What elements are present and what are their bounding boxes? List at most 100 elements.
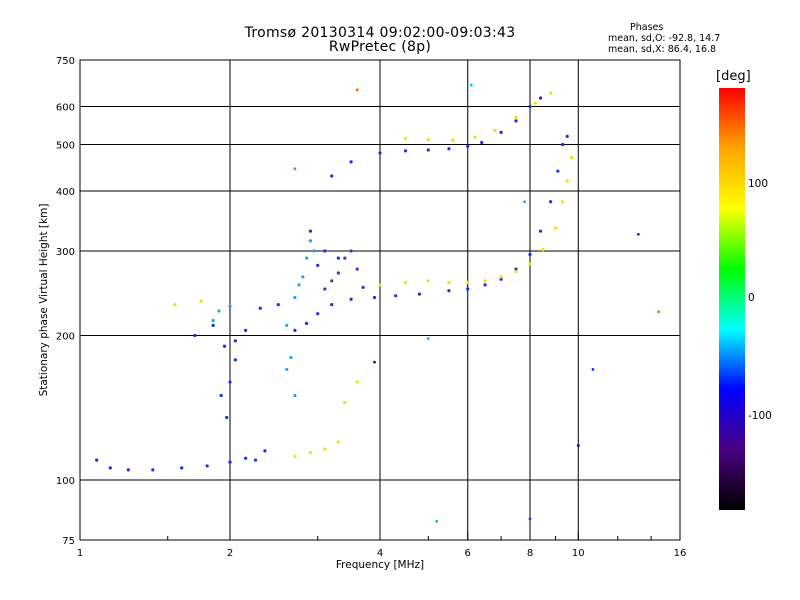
data-point [426, 279, 430, 283]
x-tick-label: 16 [674, 548, 687, 559]
data-point [349, 297, 353, 301]
data-point [228, 460, 232, 464]
data-point [466, 280, 470, 285]
y-axis-label: Stationary phase Virtual Height [km] [38, 204, 50, 397]
data-point [556, 169, 560, 173]
data-point [355, 380, 359, 384]
data-point [493, 128, 497, 133]
data-point [330, 279, 334, 283]
data-point [108, 466, 112, 470]
data-point [297, 283, 301, 287]
data-point [225, 415, 229, 420]
data-point [553, 226, 558, 230]
data-point [336, 256, 340, 260]
data-point [466, 144, 470, 148]
data-point [330, 302, 334, 307]
x-tick-label: 4 [377, 548, 383, 559]
data-point [293, 393, 297, 398]
data-point [451, 138, 455, 142]
data-point [361, 285, 365, 289]
data-point [378, 283, 382, 287]
data-point [301, 275, 305, 279]
x-tick-label: 6 [465, 548, 471, 559]
data-point [560, 142, 565, 147]
x-tick-label: 1 [77, 548, 83, 559]
data-point [308, 229, 313, 233]
data-point [258, 306, 262, 310]
data-point [403, 136, 408, 140]
data-point [180, 466, 184, 470]
data-point [528, 104, 532, 109]
data-point [343, 400, 347, 405]
data-point [426, 148, 430, 152]
data-point [538, 229, 543, 233]
data-point [126, 468, 130, 472]
data-point [560, 200, 565, 204]
data-point [244, 328, 248, 332]
data-point [499, 277, 503, 281]
plot-subtitle: RwPretec (8p) [328, 39, 432, 55]
y-tick-label: 400 [56, 187, 75, 198]
data-point [323, 249, 327, 253]
data-point [355, 267, 359, 271]
x-tick-label: 2 [227, 548, 233, 559]
colorbar-label-100: 100 [748, 178, 769, 190]
data-point [565, 179, 569, 183]
data-point [336, 440, 340, 444]
data-point [447, 147, 451, 151]
data-point [549, 200, 553, 204]
outlier-point [657, 310, 661, 314]
data-point [308, 451, 313, 455]
data-point [219, 393, 223, 398]
y-tick-label: 500 [56, 141, 75, 152]
data-point [541, 248, 545, 252]
data-point [538, 96, 543, 100]
data-point [293, 295, 297, 300]
data-point [378, 151, 382, 155]
data-point [285, 323, 289, 327]
data-point [483, 279, 487, 283]
phases-o-stats: mean, sd,O: -92.8, 14.7 [608, 33, 721, 44]
data-point [305, 256, 309, 260]
phases-heading: Phases [630, 22, 664, 33]
data-point [233, 358, 237, 362]
plot-frame [79, 59, 681, 541]
data-point [285, 367, 289, 372]
data-point [349, 160, 353, 164]
data-point [528, 252, 532, 257]
outlier-point [523, 200, 526, 204]
data-point [514, 269, 518, 274]
data-point [483, 283, 487, 287]
x-tick-label: 10 [572, 548, 585, 559]
data-point [570, 155, 574, 160]
outlier-point [426, 337, 430, 341]
y-tick-label: 300 [56, 247, 75, 258]
data-point [499, 275, 503, 279]
data-point [323, 447, 327, 451]
data-point [316, 263, 320, 267]
data-point [403, 280, 408, 285]
outlier-point [576, 444, 580, 447]
data-point [514, 119, 518, 123]
y-tick-label: 200 [56, 332, 75, 343]
data-point [514, 115, 518, 119]
outlier-point [373, 360, 376, 364]
data-point [403, 149, 408, 153]
data-point [426, 137, 430, 142]
data-point [336, 271, 340, 275]
x-tick-label: 8 [527, 548, 533, 559]
y-tick-label: 600 [56, 103, 75, 114]
data-point [308, 239, 313, 243]
data-point [394, 294, 398, 298]
data-point [95, 458, 99, 462]
outlier-point [591, 368, 595, 371]
data-point [312, 249, 316, 253]
data-point [447, 289, 451, 293]
data-point [205, 464, 209, 468]
data-point [211, 323, 215, 327]
data-point [211, 318, 215, 323]
outlier-point [528, 517, 532, 521]
data-point [372, 295, 377, 300]
data-point [343, 256, 347, 260]
